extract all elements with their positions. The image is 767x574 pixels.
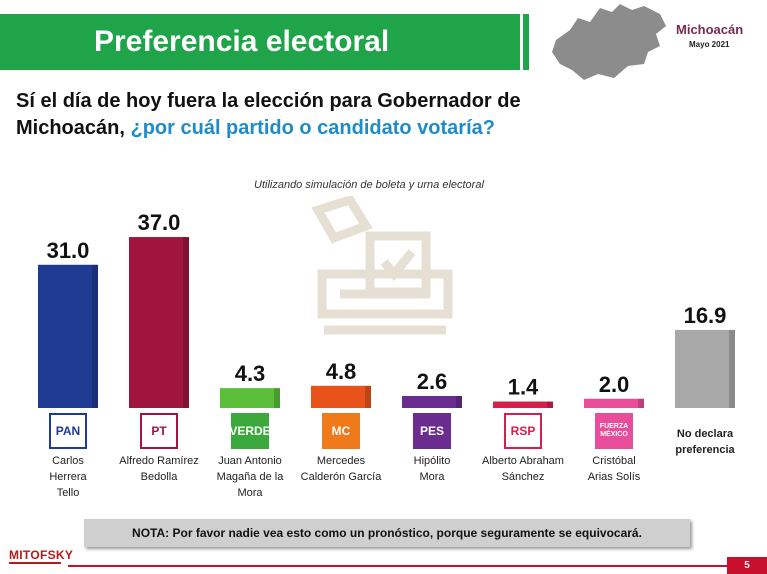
disclaimer-note: NOTA: Por favor nadie vea esto como un p… <box>84 519 690 547</box>
movimiento-ciudadano-logo-icon: MC <box>322 413 360 449</box>
bar-value-label: 16.9 <box>684 303 727 328</box>
bar-shade <box>547 401 553 408</box>
bar-shade <box>183 237 189 408</box>
bar-shade <box>365 385 371 408</box>
pvem-logo-icon: VERDE <box>229 413 271 449</box>
category-label: Hipólito <box>414 455 451 467</box>
bar <box>38 264 98 408</box>
bar <box>493 401 553 408</box>
footer-rule <box>68 565 728 567</box>
survey-question: Sí el día de hoy fuera la elección para … <box>16 88 616 142</box>
bar <box>220 388 280 408</box>
category-label: Tello <box>57 487 80 499</box>
title-banner-stripe <box>520 14 529 70</box>
bar-shade <box>638 398 644 408</box>
bar <box>311 385 371 408</box>
bar-shade <box>274 388 280 408</box>
question-part-1: Sí el día de hoy fuera la elección para … <box>16 90 521 139</box>
category-label: Juan Antonio <box>218 455 282 467</box>
bar-value-label: 2.0 <box>599 372 630 397</box>
title-banner <box>0 14 520 70</box>
category-label: Mora <box>237 487 263 499</box>
bar-shade <box>456 395 462 408</box>
fuerza-mexico-logo-icon: FUERZA MÉXICO <box>595 413 633 449</box>
category-label: Herrera <box>49 471 87 483</box>
bar-value-label: 31.0 <box>47 238 90 263</box>
region-name: Michoacán <box>676 22 744 37</box>
category-label: Alberto Abraham <box>482 455 564 467</box>
bar-shade <box>92 264 98 408</box>
page-title: Preferencia electoral <box>94 25 390 58</box>
vote-preference-bar-chart: 31.0 Carlos Herrera Tello 37.0 Alfredo Ramíre… <box>38 210 736 499</box>
category-label: No declara <box>677 428 734 440</box>
category-label: Calderón García <box>301 471 383 483</box>
rsp-logo-icon: RSP <box>504 413 542 449</box>
ballot-box-watermark-icon <box>311 196 453 335</box>
category-label: preferencia <box>675 444 735 456</box>
bar-value-label: 4.8 <box>326 359 357 384</box>
category-label: Mercedes <box>317 455 366 467</box>
bar <box>675 329 735 408</box>
pan-prd-logo-icon: PAN <box>49 413 87 449</box>
category-label: Cristóbal <box>592 455 635 467</box>
category-label: Arias Solís <box>588 471 641 483</box>
bar-value-label: 4.3 <box>235 361 266 386</box>
category-label: Sánchez <box>502 471 545 483</box>
michoacan-map-icon <box>552 4 666 80</box>
pes-logo-icon: PES <box>413 413 451 449</box>
bar <box>129 237 189 408</box>
category-label: Alfredo Ramírez <box>119 455 198 467</box>
bar <box>584 398 644 408</box>
bar <box>402 395 462 408</box>
bar-value-label: 2.6 <box>417 369 448 394</box>
mitofsky-logo-underline <box>9 562 61 564</box>
category-label: Mora <box>419 471 445 483</box>
mitofsky-logo: MITOFSKY <box>9 548 74 562</box>
category-label: Carlos <box>52 455 84 467</box>
bar-value-label: 37.0 <box>138 210 181 235</box>
category-label: Magaña de la <box>217 471 285 483</box>
category-label: Bedolla <box>141 471 179 483</box>
survey-date: Mayo 2021 <box>689 40 730 49</box>
question-part-2: ¿por cuál partido o candidato votaría? <box>130 117 495 139</box>
page-number: 5 <box>727 557 767 574</box>
bar-shade <box>729 329 735 408</box>
bar-value-label: 1.4 <box>508 375 539 400</box>
morena-pt-logo-icon: PT <box>140 413 178 449</box>
chart-subtitle: Utilizando simulación de boleta y urna e… <box>254 179 484 191</box>
